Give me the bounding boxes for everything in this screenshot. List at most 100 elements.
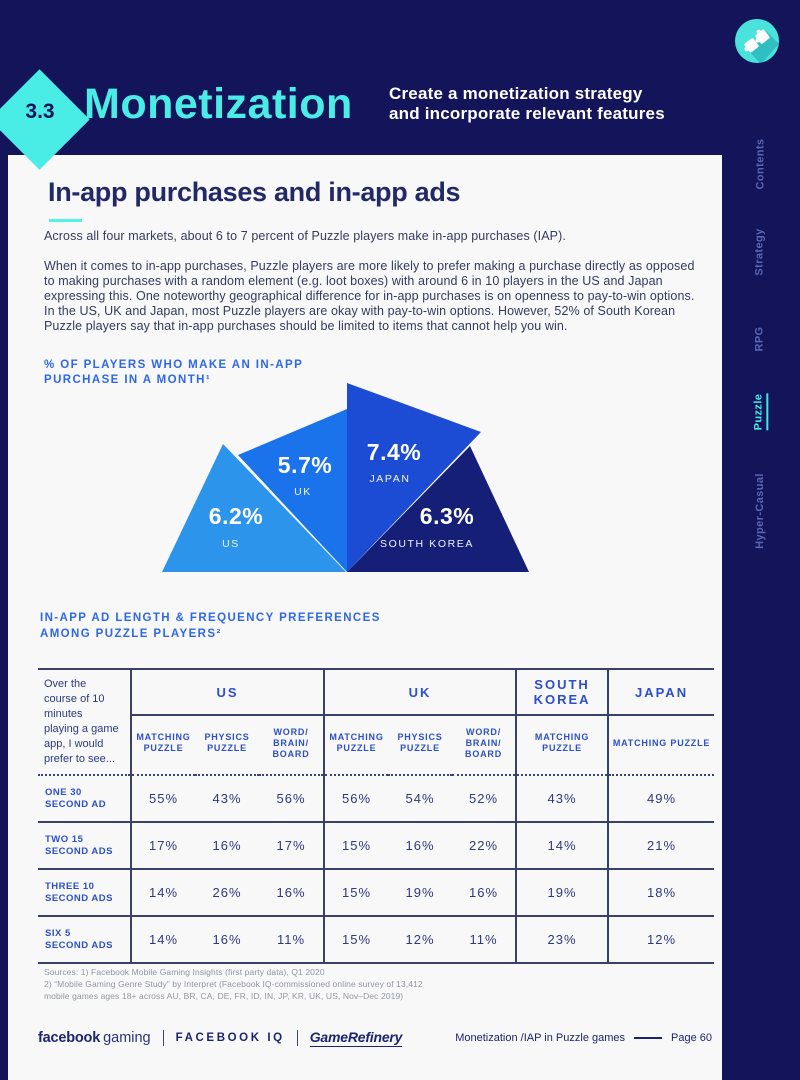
sources-note: Sources: 1) Facebook Mobile Gaming Insig… — [44, 966, 423, 1002]
uk-label: UK — [294, 486, 312, 498]
section-heading: In-app purchases and in-app ads — [48, 177, 461, 207]
column-group-uk: UK — [324, 669, 518, 716]
subheader-sk-matching: MATCHING PUZZLE — [516, 715, 610, 776]
footer-divider — [296, 1030, 298, 1046]
subheader-uk-matching: MATCHING PUZZLE — [324, 715, 389, 776]
cell: 23% — [516, 916, 610, 964]
subheader-uk-word: WORD/ BRAIN/ BOARD — [452, 715, 518, 776]
page-title: Monetization — [84, 80, 353, 128]
cell: 16% — [388, 822, 453, 870]
us-value-label: 6.2% — [209, 503, 263, 529]
facebook-iq-logo: FACEBOOK IQ — [175, 1032, 285, 1044]
cell: 16% — [452, 869, 518, 917]
cell: 15% — [324, 869, 389, 917]
cell: 14% — [516, 822, 610, 870]
us-label: US — [222, 538, 240, 550]
ad-preferences-table: Over the course of 10 minutes playing a … — [38, 668, 715, 964]
row-label: THREE 10 SECOND ADS — [38, 869, 132, 917]
page-subtitle: Create a monetization strategy and incor… — [389, 84, 665, 124]
gamerefinery-logo: GameRefinery — [309, 1029, 403, 1047]
cell: 12% — [608, 916, 715, 964]
sources-line3: mobile games ages 18+ across AU, BR, CA,… — [44, 991, 404, 1001]
iap-triangle-chart: 6.2% US 5.7% UK 7.4% JAPAN 6.3% SOUTH KO… — [162, 383, 529, 572]
footer-section-label: Monetization /IAP in Puzzle games — [455, 1032, 626, 1044]
table-row: TWO 15 SECOND ADS 17% 16% 17% 15% 16% 22… — [38, 822, 715, 870]
cell: 16% — [195, 916, 259, 964]
uk-value-label: 5.7% — [278, 452, 332, 478]
cell: 15% — [324, 916, 389, 964]
facebook-gaming-logo: facebook gaming — [38, 1029, 151, 1047]
cell: 55% — [131, 775, 195, 823]
column-group-japan: JAPAN — [608, 669, 715, 716]
cell: 26% — [195, 869, 259, 917]
cell: 17% — [259, 822, 326, 870]
subheader-us-matching: MATCHING PUZZLE — [131, 715, 195, 776]
table-corner-label: Over the course of 10 minutes playing a … — [38, 669, 132, 776]
sources-line1: Sources: 1) Facebook Mobile Gaming Insig… — [44, 967, 325, 977]
page-subtitle-line1: Create a monetization strategy — [389, 84, 643, 103]
table-row: ONE 30 SECOND AD 55% 43% 56% 56% 54% 52%… — [38, 775, 715, 823]
cell: 16% — [259, 869, 326, 917]
south-korea-triangle — [347, 446, 529, 572]
cell: 16% — [195, 822, 259, 870]
cell: 11% — [452, 916, 518, 964]
row-label: ONE 30 SECOND AD — [38, 775, 132, 823]
table-row: SIX 5 SECOND ADS 14% 16% 11% 15% 12% 11%… — [38, 916, 715, 964]
cell: 43% — [195, 775, 259, 823]
footer-page-number: Page 60 — [671, 1032, 712, 1044]
chart-title-line2: PURCHASE IN A MONTH¹ — [44, 374, 212, 386]
page-subtitle-line2: and incorporate relevant features — [389, 104, 665, 123]
gaming-wordmark: gaming — [103, 1030, 151, 1046]
cell: 49% — [608, 775, 715, 823]
row-label: TWO 15 SECOND ADS — [38, 822, 132, 870]
column-group-us: US — [131, 669, 326, 716]
cell: 56% — [324, 775, 389, 823]
us-triangle — [162, 444, 346, 572]
table-title-line2: AMONG PUZZLE PLAYERS² — [40, 628, 222, 640]
column-group-south-korea: SOUTH KOREA — [516, 669, 610, 716]
subheader-japan-matching: MATCHING PUZZLE — [608, 715, 715, 776]
japan-value-label: 7.4% — [367, 439, 421, 465]
body-paragraph-2: When it comes to in-app purchases, Puzzl… — [44, 259, 695, 333]
japan-triangle — [347, 383, 481, 572]
chart-title: % OF PLAYERS WHO MAKE AN IN-APP PURCHASE… — [44, 358, 303, 388]
subheader-us-word: WORD/ BRAIN/ BOARD — [259, 715, 326, 776]
footer-brands: facebook gaming FACEBOOK IQ GameRefinery — [38, 1029, 402, 1047]
japan-label: JAPAN — [369, 473, 410, 485]
page-footer: facebook gaming FACEBOOK IQ GameRefinery … — [38, 1027, 712, 1049]
heading-accent-underline — [49, 219, 82, 222]
subheader-us-physics: PHYSICS PUZZLE — [195, 715, 259, 776]
cell: 14% — [131, 916, 195, 964]
cell: 21% — [608, 822, 715, 870]
facebook-wordmark: facebook — [38, 1030, 101, 1046]
cell: 54% — [388, 775, 453, 823]
row-label: SIX 5 SECOND ADS — [38, 916, 132, 964]
south-korea-label: SOUTH KOREA — [380, 538, 474, 550]
table-title: IN-APP AD LENGTH & FREQUENCY PREFERENCES… — [40, 610, 381, 642]
chart-title-line1: % OF PLAYERS WHO MAKE AN IN-APP — [44, 359, 304, 371]
table-row: THREE 10 SECOND ADS 14% 26% 16% 15% 19% … — [38, 869, 715, 917]
south-korea-value-label: 6.3% — [420, 503, 474, 529]
sources-line2: 2) “Mobile Gaming Genre Study” by Interp… — [44, 979, 423, 989]
content-card: In-app purchases and in-app ads Across a… — [8, 155, 722, 1080]
cell: 11% — [259, 916, 326, 964]
footer-pagination: Monetization /IAP in Puzzle games Page 6… — [455, 1032, 712, 1044]
cell: 43% — [516, 775, 610, 823]
footer-divider-line — [634, 1037, 663, 1039]
subheader-uk-physics: PHYSICS PUZZLE — [388, 715, 453, 776]
cell: 22% — [452, 822, 518, 870]
cell: 18% — [608, 869, 715, 917]
cell: 12% — [388, 916, 453, 964]
puzzle-badge-icon — [735, 19, 779, 63]
footer-divider — [162, 1030, 164, 1046]
body-paragraph-1: Across all four markets, about 6 to 7 pe… — [44, 229, 566, 243]
uk-triangle — [238, 409, 347, 572]
cell: 19% — [516, 869, 610, 917]
cell: 19% — [388, 869, 453, 917]
cell: 56% — [259, 775, 326, 823]
cell: 14% — [131, 869, 195, 917]
cell: 15% — [324, 822, 389, 870]
cell: 17% — [131, 822, 195, 870]
cell: 52% — [452, 775, 518, 823]
section-number: 3.3 — [25, 100, 55, 123]
